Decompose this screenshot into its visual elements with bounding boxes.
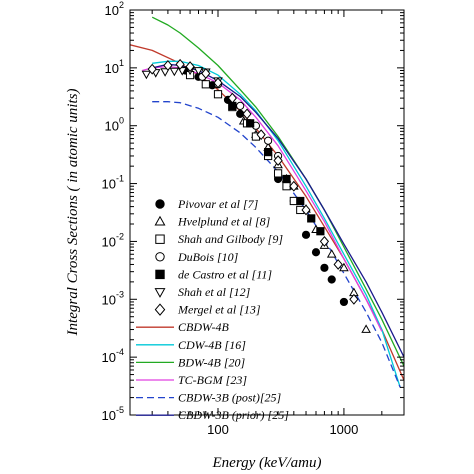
- data-point: [213, 90, 223, 99]
- data-point: [155, 252, 165, 262]
- data-point: [307, 214, 316, 223]
- legend-entry: Mergel et al [13]: [177, 303, 261, 317]
- data-point: [246, 119, 255, 128]
- y-tick-base: 10: [102, 350, 116, 365]
- data-point: [327, 275, 336, 284]
- y-tick-base: 10: [105, 61, 119, 76]
- y-tick-base: 10: [102, 408, 116, 423]
- markers-layer: [141, 58, 371, 333]
- data-point: [227, 92, 237, 104]
- data-point: [163, 60, 173, 71]
- data-point: [273, 169, 283, 178]
- y-tick-exponent: 0: [119, 116, 124, 126]
- data-point: [273, 155, 283, 167]
- data-point: [154, 303, 166, 316]
- legend-entry: Pivovar et al [7]: [177, 197, 259, 211]
- data-point: [154, 288, 166, 298]
- legend-entry: CBDW-3B (post)[25]: [178, 391, 282, 405]
- data-point: [169, 67, 180, 77]
- legend-entry: CBDW-3B (prior) [25]: [178, 408, 289, 422]
- data-point: [339, 262, 349, 272]
- data-point: [349, 293, 359, 305]
- plot-frame: [129, 9, 405, 416]
- data-point: [242, 108, 252, 120]
- y-tick-label: 10-3: [102, 289, 124, 307]
- data-point: [236, 101, 245, 111]
- data-point: [264, 136, 273, 145]
- legend-entry: Shah et al [12]: [178, 285, 251, 299]
- y-tick-label: 10-5: [102, 405, 124, 423]
- data-point: [301, 230, 311, 239]
- data-point: [339, 297, 349, 307]
- y-tick-exponent: -5: [116, 405, 124, 415]
- data-point: [361, 324, 371, 333]
- y-tick-label: 101: [105, 58, 124, 76]
- legend-entry: CDW-4B [16]: [178, 338, 246, 352]
- y-axis-title: Integral Cross Sections ( in atomic unit…: [65, 89, 81, 337]
- data-point: [316, 227, 325, 236]
- data-point: [155, 269, 165, 280]
- data-point: [201, 68, 211, 79]
- data-point: [289, 180, 299, 192]
- data-point: [154, 215, 166, 226]
- legend-entry: Hvelplund et al [8]: [177, 215, 271, 229]
- series-line: [130, 44, 404, 381]
- series-line: [152, 63, 404, 358]
- data-point: [264, 147, 273, 157]
- y-tick-label: 10-1: [102, 174, 124, 192]
- data-point: [296, 196, 305, 206]
- legend-entry: de Castro et al [11]: [178, 267, 272, 281]
- y-tick-base: 10: [102, 292, 116, 307]
- legend-entry: CBDW-4B: [178, 320, 230, 334]
- legend-entry: DuBois [10]: [177, 250, 239, 264]
- data-point: [326, 249, 337, 258]
- y-tick-base: 10: [102, 234, 116, 249]
- data-point: [301, 204, 311, 216]
- y-tick-base: 10: [105, 3, 119, 18]
- x-axis-title: Energy (keV/amu): [212, 455, 322, 471]
- data-point: [256, 129, 266, 141]
- legend: Pivovar et al [7] Hvelplund et al [8] Shah…: [136, 197, 289, 422]
- legend-entry: Shah and Gilbody [9]: [178, 232, 283, 246]
- y-tick-exponent: -1: [116, 174, 124, 184]
- data-point: [282, 182, 291, 191]
- x-tick-label: 100: [207, 422, 229, 437]
- y-tick-base: 10: [102, 177, 116, 192]
- data-point: [201, 80, 210, 89]
- data-point: [155, 234, 165, 244]
- data-point: [311, 248, 321, 257]
- x-tick-label: 1000: [329, 422, 358, 437]
- y-tick-label: 10-2: [102, 231, 124, 249]
- data-point: [193, 67, 204, 76]
- data-point: [320, 263, 329, 272]
- data-point: [141, 70, 152, 80]
- data-point: [147, 63, 157, 75]
- data-point: [160, 68, 170, 77]
- legend-entry: BDW-4B [20]: [178, 355, 246, 369]
- y-tick-exponent: 2: [119, 0, 124, 10]
- legend-entry: TC-BGM [23]: [178, 373, 247, 387]
- data-point: [185, 61, 195, 73]
- y-tick-label: 102: [105, 0, 124, 18]
- y-tick-exponent: -2: [116, 231, 124, 241]
- y-tick-label: 10-4: [102, 347, 124, 365]
- y-tick-exponent: -3: [116, 289, 124, 299]
- y-tick-exponent: -4: [116, 347, 124, 357]
- data-point: [319, 235, 330, 247]
- data-point: [155, 199, 165, 209]
- data-point: [282, 174, 291, 184]
- y-tick-exponent: 1: [119, 58, 124, 68]
- data-point: [175, 58, 185, 70]
- y-tick-base: 10: [105, 119, 119, 134]
- data-point: [333, 258, 343, 270]
- data-point: [213, 77, 223, 89]
- series-line: [151, 16, 404, 367]
- y-tick-label: 100: [105, 116, 124, 134]
